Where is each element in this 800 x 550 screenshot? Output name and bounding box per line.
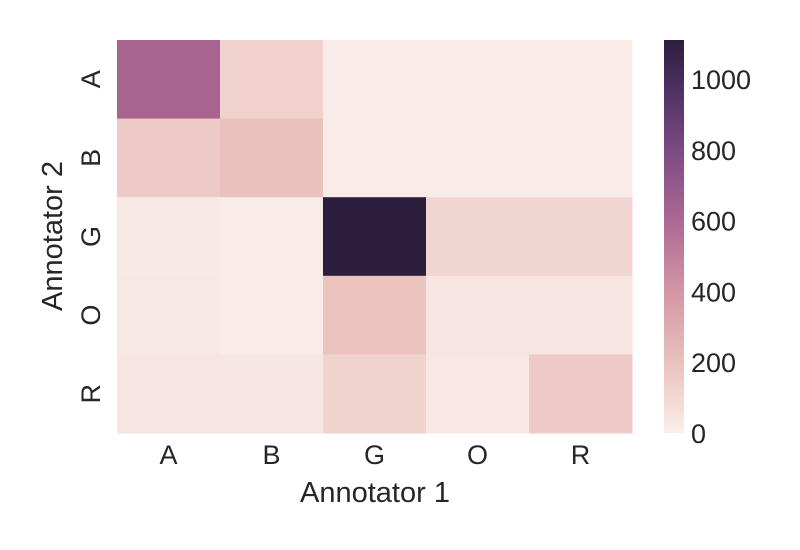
heatmap-cells [117,40,633,434]
heatmap-cell-R-A [117,354,221,434]
heatmap-cell-O-R [529,275,633,355]
heatmap-cell-R-O [426,354,530,434]
x-tick-label: O [467,440,488,470]
heatmap-cell-A-G [323,40,427,120]
heatmap-cell-G-B [220,197,324,277]
x-axis-label: Annotator 1 [300,477,450,509]
colorbar [664,40,684,433]
colorbar-tick-label: 400 [691,277,736,307]
x-tick-label: G [364,440,385,470]
x-tick-label: R [571,440,591,470]
heatmap-cell-G-A [117,197,221,277]
heatmap-cell-O-A [117,275,221,355]
y-tick-label: R [76,384,106,404]
heatmap-cell-G-R [529,197,633,277]
heatmap-cell-G-G [323,197,427,277]
colorbar-tick-labels: 0 200 400 600 800 1000 [691,65,751,449]
heatmap-cell-O-G [323,275,427,355]
heatmap-cell-A-A [117,40,221,120]
heatmap-cell-A-B [220,40,324,120]
heatmap-cell-O-O [426,275,530,355]
y-tick-label: B [76,149,106,167]
heatmap-cell-R-G [323,354,427,434]
colorbar-tick-label: 600 [691,207,736,237]
heatmap-cell-O-B [220,275,324,355]
heatmap-cell-B-G [323,118,427,198]
x-tick-label: A [159,440,177,470]
colorbar-tick-label: 1000 [691,65,751,95]
y-tick-labels: A B G O R [76,70,106,403]
colorbar-tick-label: 800 [691,136,736,166]
colorbar-tick-label: 200 [691,348,736,378]
y-tick-label: A [76,70,106,88]
heatmap-cell-R-R [529,354,633,434]
heatmap-cell-A-O [426,40,530,120]
heatmap-cell-G-O [426,197,530,277]
heatmap-cell-B-O [426,118,530,198]
heatmap-cell-B-A [117,118,221,198]
heatmap-cell-A-R [529,40,633,120]
y-tick-label: G [76,226,106,247]
heatmap-cell-B-R [529,118,633,198]
y-axis-label: Annotator 2 [37,161,69,311]
y-tick-label: O [76,305,106,326]
x-tick-label: B [262,440,280,470]
heatmap-cell-R-B [220,354,324,434]
colorbar-tick-label: 0 [691,419,706,449]
heatmap-cell-B-B [220,118,324,198]
